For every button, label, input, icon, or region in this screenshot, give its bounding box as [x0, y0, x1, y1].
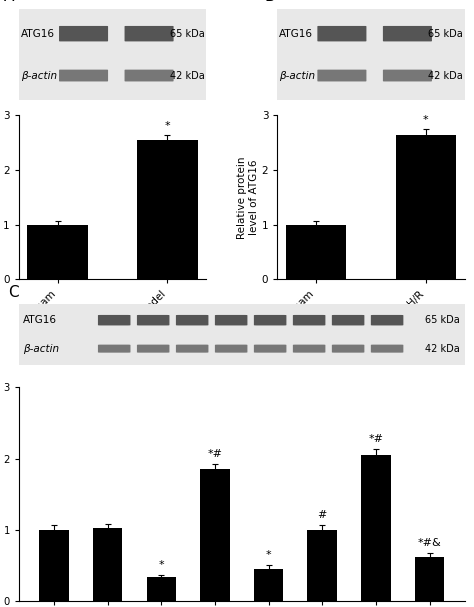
Bar [415, 557, 444, 601]
FancyBboxPatch shape [254, 315, 286, 325]
FancyBboxPatch shape [59, 70, 108, 81]
Text: β-actin: β-actin [279, 70, 315, 81]
FancyBboxPatch shape [318, 70, 366, 81]
FancyBboxPatch shape [215, 345, 247, 353]
Bar [396, 135, 456, 279]
FancyBboxPatch shape [176, 315, 209, 325]
FancyBboxPatch shape [332, 345, 365, 353]
Text: C: C [8, 285, 18, 300]
Bar [93, 528, 122, 601]
Text: *: * [164, 121, 170, 131]
FancyBboxPatch shape [383, 70, 432, 81]
FancyBboxPatch shape [318, 26, 366, 41]
FancyBboxPatch shape [98, 345, 130, 353]
FancyBboxPatch shape [125, 70, 173, 81]
Y-axis label: Relative protein
level of ATG16: Relative protein level of ATG16 [0, 453, 1, 535]
Y-axis label: Relative protein
level of ATG16: Relative protein level of ATG16 [237, 156, 259, 239]
FancyBboxPatch shape [293, 315, 325, 325]
Bar [308, 530, 337, 601]
Text: β-actin: β-actin [23, 344, 60, 354]
Text: 65 kDa: 65 kDa [425, 315, 460, 325]
FancyBboxPatch shape [332, 315, 365, 325]
Bar [254, 569, 283, 601]
FancyBboxPatch shape [176, 345, 209, 353]
FancyBboxPatch shape [254, 345, 286, 353]
FancyBboxPatch shape [125, 26, 173, 41]
Text: B: B [264, 0, 275, 4]
Text: *: * [158, 560, 164, 569]
Text: ATG16: ATG16 [21, 29, 55, 39]
FancyBboxPatch shape [137, 315, 169, 325]
Text: A: A [4, 0, 14, 4]
Bar [137, 140, 198, 279]
FancyBboxPatch shape [98, 315, 130, 325]
Text: 65 kDa: 65 kDa [428, 29, 463, 39]
Text: *: * [423, 115, 428, 125]
Text: *#: *# [208, 449, 222, 458]
Bar [27, 225, 88, 279]
Text: β-actin: β-actin [21, 70, 57, 81]
Text: *#: *# [368, 433, 383, 444]
FancyBboxPatch shape [371, 345, 403, 353]
Text: 42 kDa: 42 kDa [425, 344, 460, 354]
Text: 42 kDa: 42 kDa [170, 70, 204, 81]
Bar [361, 455, 391, 601]
Bar [39, 530, 69, 601]
Text: #: # [318, 510, 327, 520]
FancyBboxPatch shape [293, 345, 325, 353]
FancyBboxPatch shape [383, 26, 432, 41]
FancyBboxPatch shape [59, 26, 108, 41]
Text: *: * [266, 551, 272, 560]
Text: ATG16: ATG16 [279, 29, 313, 39]
Text: 42 kDa: 42 kDa [428, 70, 463, 81]
Bar [286, 225, 346, 279]
Text: ATG16: ATG16 [23, 315, 57, 325]
FancyBboxPatch shape [371, 315, 403, 325]
Text: 65 kDa: 65 kDa [170, 29, 204, 39]
Text: *#&: *#& [418, 538, 441, 548]
FancyBboxPatch shape [215, 315, 247, 325]
Bar [146, 577, 176, 601]
Bar [200, 469, 230, 601]
FancyBboxPatch shape [137, 345, 169, 353]
